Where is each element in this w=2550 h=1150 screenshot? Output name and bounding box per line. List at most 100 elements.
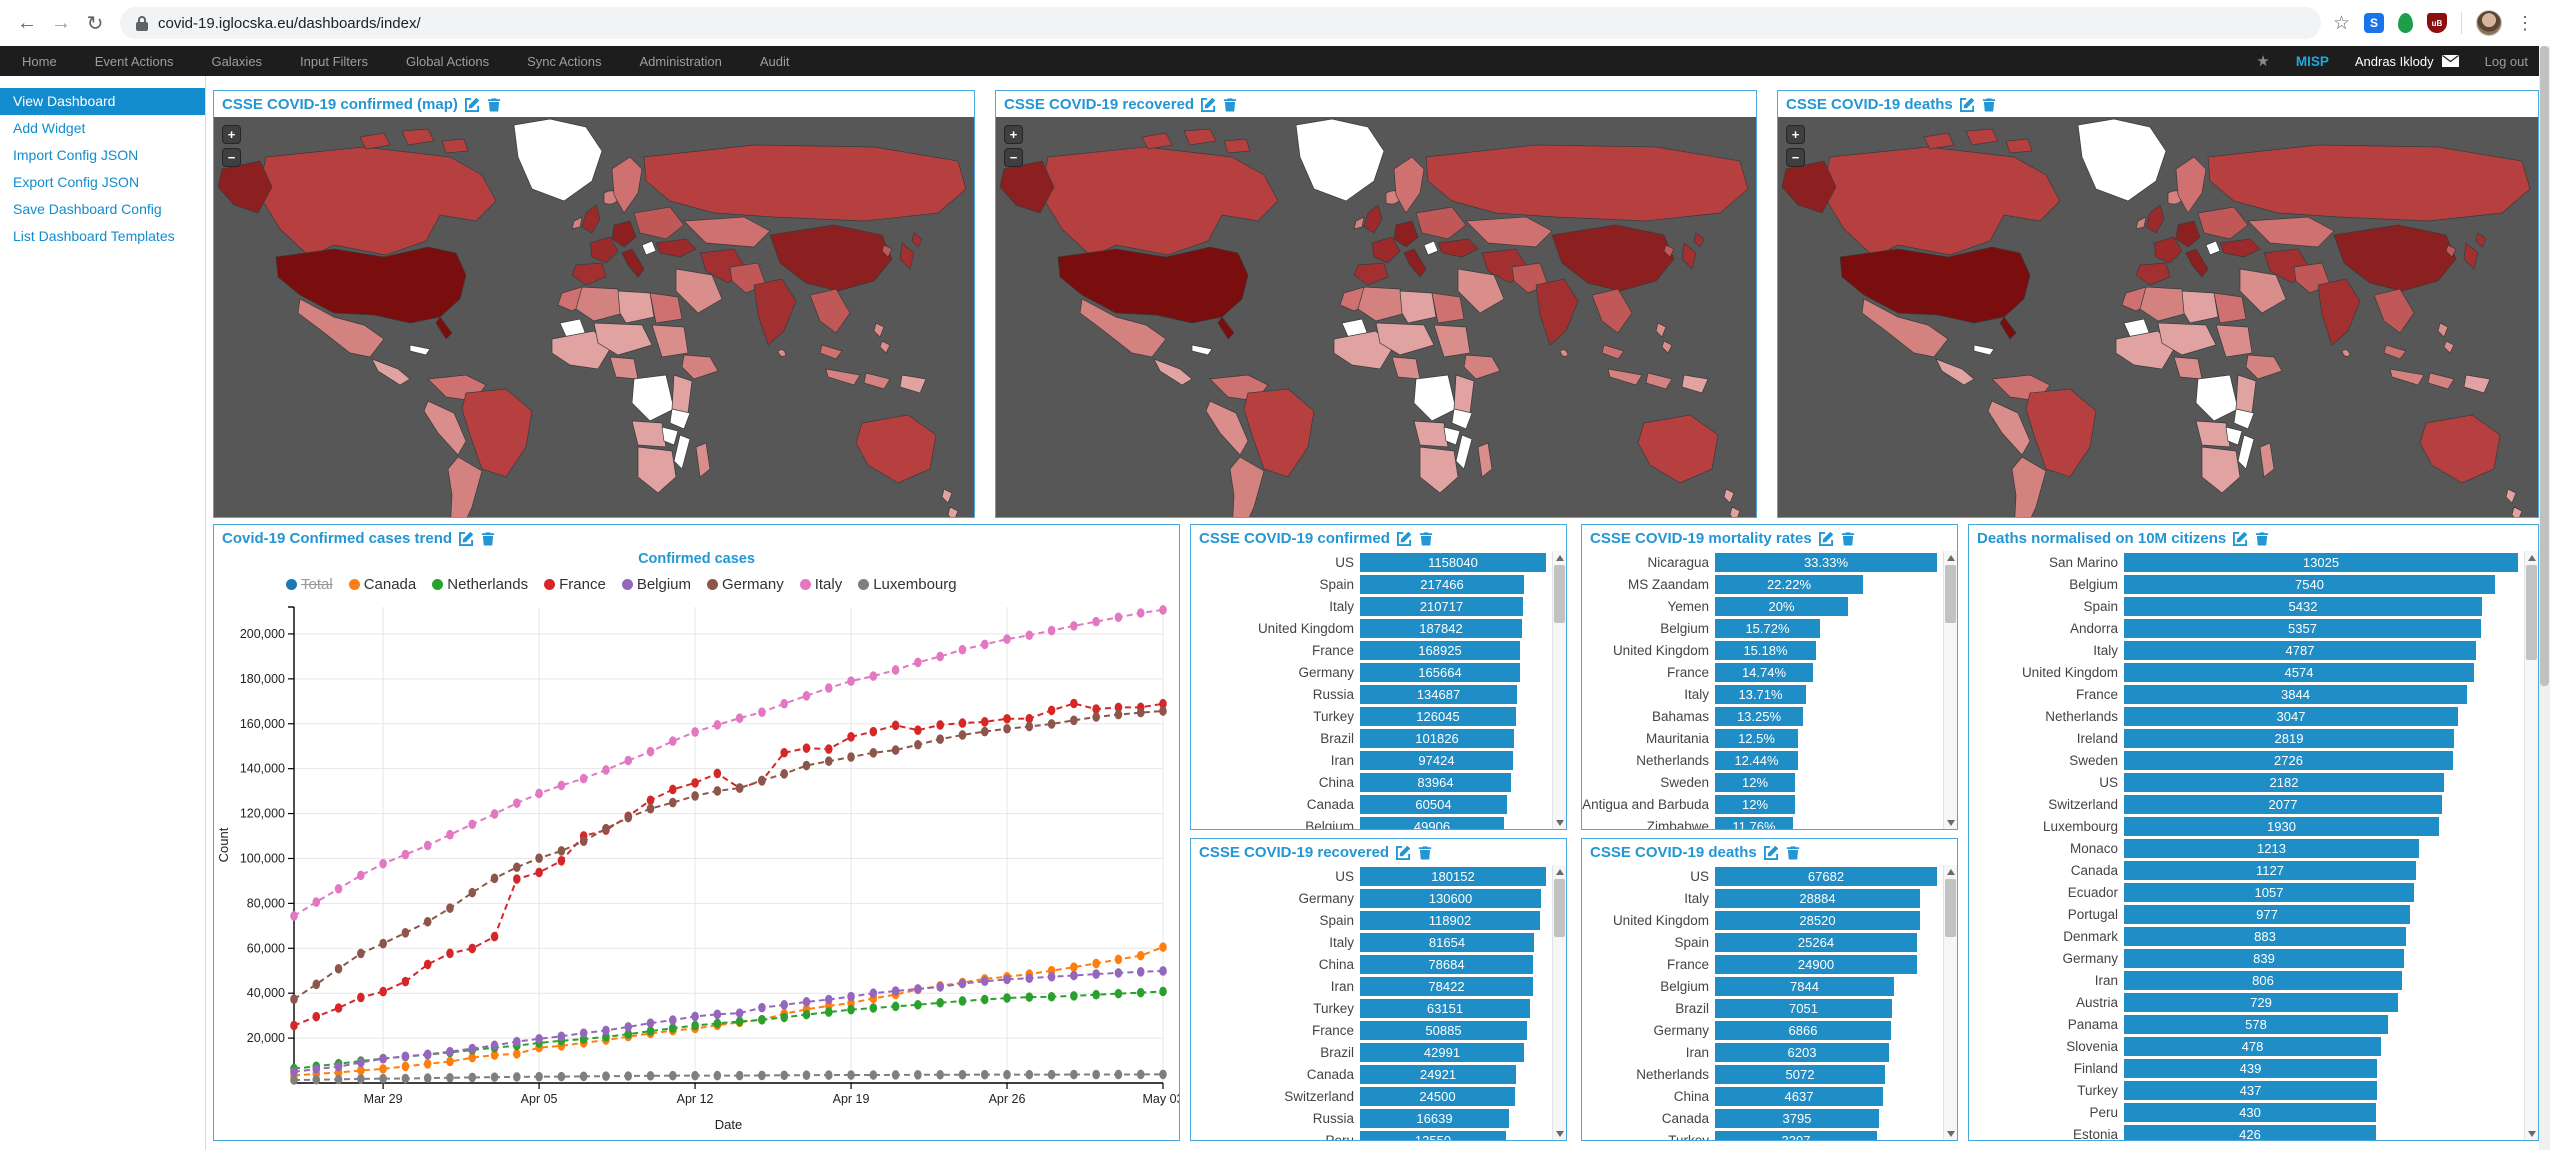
- widget-scrollbar[interactable]: [1943, 551, 1957, 829]
- legend-item-italy[interactable]: Italy: [799, 576, 842, 593]
- menu-event-actions[interactable]: Event Actions: [94, 53, 174, 69]
- bar-row-value-bar[interactable]: 977: [2124, 904, 2410, 924]
- edit-widget-icon[interactable]: [1763, 845, 1779, 860]
- sidebar-item-view-dashboard[interactable]: View Dashboard: [0, 88, 205, 115]
- bar-row-value-bar[interactable]: 12%: [1715, 772, 1795, 792]
- delete-widget-icon[interactable]: [1418, 845, 1432, 860]
- bar-row-value-bar[interactable]: 578: [2124, 1014, 2388, 1034]
- menu-input-filters[interactable]: Input Filters: [300, 53, 368, 69]
- bar-row-value-bar[interactable]: 24921: [1360, 1064, 1516, 1084]
- bar-row-value-bar[interactable]: 25264: [1715, 932, 1917, 952]
- bar-row-value-bar[interactable]: 217466: [1360, 574, 1524, 594]
- delete-widget-icon[interactable]: [1223, 97, 1237, 112]
- bar-row-value-bar[interactable]: 180152: [1360, 866, 1546, 886]
- address-bar[interactable]: covid-19.iglocska.eu/dashboards/index/: [120, 7, 2321, 39]
- bar-row-value-bar[interactable]: 437: [2124, 1080, 2377, 1100]
- widget-scrollbar[interactable]: [1943, 865, 1957, 1140]
- widget-scrollbar[interactable]: [2524, 551, 2538, 1140]
- current-user[interactable]: Andras Iklody: [2355, 54, 2459, 69]
- bar-row-value-bar[interactable]: 24900: [1715, 954, 1917, 974]
- bar-row-value-bar[interactable]: 13.71%: [1715, 684, 1806, 704]
- envelope-icon[interactable]: [2441, 55, 2459, 67]
- delete-widget-icon[interactable]: [1982, 97, 1996, 112]
- world-map-deaths[interactable]: + −: [1778, 117, 2538, 517]
- widget-scrollbar[interactable]: [1552, 865, 1566, 1140]
- misp-brand-link[interactable]: MISP: [2295, 53, 2329, 69]
- menu-administration[interactable]: Administration: [639, 53, 722, 69]
- bar-row-value-bar[interactable]: 426: [2124, 1124, 2376, 1140]
- legend-item-france[interactable]: France: [544, 576, 606, 593]
- bar-row-value-bar[interactable]: 22.22%: [1715, 574, 1863, 594]
- bar-row-value-bar[interactable]: 2182: [2124, 772, 2444, 792]
- bar-row-value-bar[interactable]: 4637: [1715, 1086, 1883, 1106]
- bar-row-value-bar[interactable]: 187842: [1360, 618, 1522, 638]
- bar-row-value-bar[interactable]: 1057: [2124, 882, 2414, 902]
- bar-row-value-bar[interactable]: 33.33%: [1715, 552, 1937, 572]
- legend-item-canada[interactable]: Canada: [348, 576, 416, 593]
- legend-item-netherlands[interactable]: Netherlands: [432, 576, 528, 593]
- bar-row-value-bar[interactable]: 63151: [1360, 998, 1530, 1018]
- bar-row-value-bar[interactable]: 28884: [1715, 888, 1920, 908]
- bar-row-value-bar[interactable]: 126045: [1360, 706, 1516, 726]
- bar-row-value-bar[interactable]: 78684: [1360, 954, 1533, 974]
- map-zoom-out-button[interactable]: −: [1786, 148, 1805, 167]
- extension-icon-s[interactable]: S: [2364, 13, 2384, 33]
- bar-row-value-bar[interactable]: 7844: [1715, 976, 1894, 996]
- bar-row-value-bar[interactable]: 5072: [1715, 1064, 1885, 1084]
- map-zoom-out-button[interactable]: −: [222, 148, 241, 167]
- extension-icon-ublock[interactable]: uB: [2427, 13, 2447, 33]
- legend-item-belgium[interactable]: Belgium: [621, 576, 691, 593]
- edit-widget-icon[interactable]: [464, 97, 480, 112]
- bar-row-value-bar[interactable]: 12%: [1715, 794, 1795, 814]
- menu-audit[interactable]: Audit: [759, 53, 790, 69]
- bar-row-value-bar[interactable]: 12.5%: [1715, 728, 1798, 748]
- bar-row-value-bar[interactable]: 14.74%: [1715, 662, 1813, 682]
- bar-row-value-bar[interactable]: 6203: [1715, 1042, 1889, 1062]
- bar-row-value-bar[interactable]: 1930: [2124, 816, 2439, 836]
- sidebar-item-list-templates[interactable]: List Dashboard Templates: [13, 228, 175, 244]
- bar-row-value-bar[interactable]: 60504: [1360, 794, 1507, 814]
- delete-widget-icon[interactable]: [2255, 531, 2269, 546]
- bar-row-value-bar[interactable]: 3047: [2124, 706, 2458, 726]
- world-map-confirmed[interactable]: + −: [214, 117, 974, 517]
- map-zoom-in-button[interactable]: +: [1786, 125, 1805, 144]
- bar-row-value-bar[interactable]: 729: [2124, 992, 2398, 1012]
- edit-widget-icon[interactable]: [459, 531, 474, 546]
- map-zoom-out-button[interactable]: −: [1004, 148, 1023, 167]
- sidebar-item-export-config[interactable]: Export Config JSON: [13, 174, 140, 190]
- bar-row-value-bar[interactable]: 478: [2124, 1036, 2381, 1056]
- bar-row-value-bar[interactable]: 16639: [1360, 1108, 1509, 1128]
- bar-row-value-bar[interactable]: 78422: [1360, 976, 1533, 996]
- map-zoom-in-button[interactable]: +: [222, 125, 241, 144]
- bar-row-value-bar[interactable]: 81654: [1360, 932, 1534, 952]
- bar-row-value-bar[interactable]: 165664: [1360, 662, 1520, 682]
- bar-row-value-bar[interactable]: 3844: [2124, 684, 2467, 704]
- bar-row-value-bar[interactable]: 2726: [2124, 750, 2453, 770]
- map-zoom-in-button[interactable]: +: [1004, 125, 1023, 144]
- bar-row-value-bar[interactable]: 130600: [1360, 888, 1541, 908]
- bookmark-star-icon[interactable]: ☆: [2332, 12, 2350, 34]
- bar-row-value-bar[interactable]: 1127: [2124, 860, 2416, 880]
- edit-widget-icon[interactable]: [2233, 531, 2248, 546]
- bar-row-value-bar[interactable]: 15.18%: [1715, 640, 1816, 660]
- bar-row-value-bar[interactable]: 5357: [2124, 618, 2481, 638]
- bar-row-value-bar[interactable]: 24500: [1360, 1086, 1515, 1106]
- bar-row-value-bar[interactable]: 134687: [1360, 684, 1517, 704]
- bar-row-value-bar[interactable]: 430: [2124, 1102, 2376, 1122]
- delete-widget-icon[interactable]: [487, 97, 501, 112]
- page-scrollbar[interactable]: [2539, 46, 2550, 1150]
- bar-row-value-bar[interactable]: 20%: [1715, 596, 1848, 616]
- bar-row-value-bar[interactable]: 839: [2124, 948, 2404, 968]
- browser-back-button[interactable]: ←: [17, 11, 37, 34]
- delete-widget-icon[interactable]: [1841, 531, 1855, 546]
- delete-widget-icon[interactable]: [1419, 531, 1433, 546]
- sidebar-item-save-config[interactable]: Save Dashboard Config: [13, 201, 162, 217]
- bar-row-value-bar[interactable]: 6866: [1715, 1020, 1891, 1040]
- bar-row-value-bar[interactable]: 67682: [1715, 866, 1937, 886]
- bar-row-value-bar[interactable]: 1213: [2124, 838, 2419, 858]
- bar-row-value-bar[interactable]: 101826: [1360, 728, 1514, 748]
- bar-row-value-bar[interactable]: 806: [2124, 970, 2402, 990]
- bar-row-value-bar[interactable]: 83964: [1360, 772, 1511, 792]
- bar-row-value-bar[interactable]: 5432: [2124, 596, 2482, 616]
- bar-row-value-bar[interactable]: 28520: [1715, 910, 1920, 930]
